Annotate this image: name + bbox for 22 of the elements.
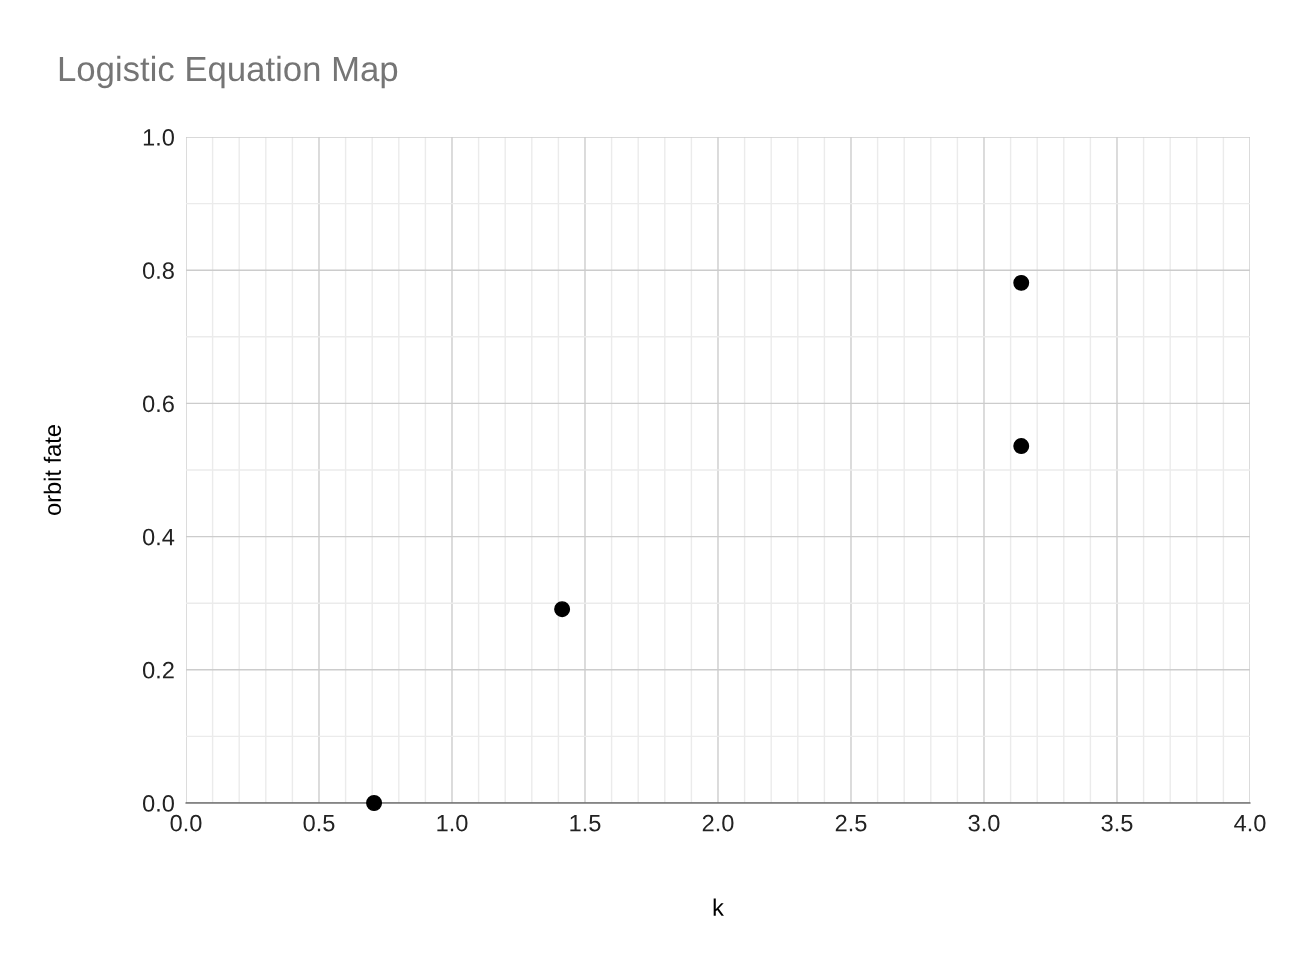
y-tick-label: 0.6: [142, 395, 174, 413]
x-tick-label: 2.5: [835, 814, 867, 832]
x-tick-label: 1.5: [570, 814, 601, 832]
y-tick-label: 1.0: [143, 129, 174, 146]
y-tick-label: 0.4: [142, 528, 175, 546]
y-axis-title: orbit fate: [43, 425, 62, 515]
point: [1013, 274, 1030, 291]
y-tick-label: 0.0: [142, 795, 174, 812]
point: [366, 795, 383, 811]
x-tick-label: 0.0: [170, 814, 202, 832]
x-axis-title: k: [713, 898, 724, 916]
x-tick-label: 3.5: [1101, 814, 1133, 832]
y-tick-label: 0.2: [142, 661, 174, 679]
x-tick-label: 1.0: [437, 814, 468, 832]
x-tick-label: 3.0: [968, 814, 1000, 832]
x-tick-label: 2.0: [702, 814, 734, 832]
point: [554, 601, 571, 618]
y-tick-label: 0.8: [142, 262, 174, 279]
chart-title: Logistic Equation Map: [59, 55, 398, 89]
x-tick-label: 0.5: [303, 814, 335, 832]
x-tick-label: 4.0: [1234, 814, 1266, 832]
point: [1013, 438, 1030, 455]
